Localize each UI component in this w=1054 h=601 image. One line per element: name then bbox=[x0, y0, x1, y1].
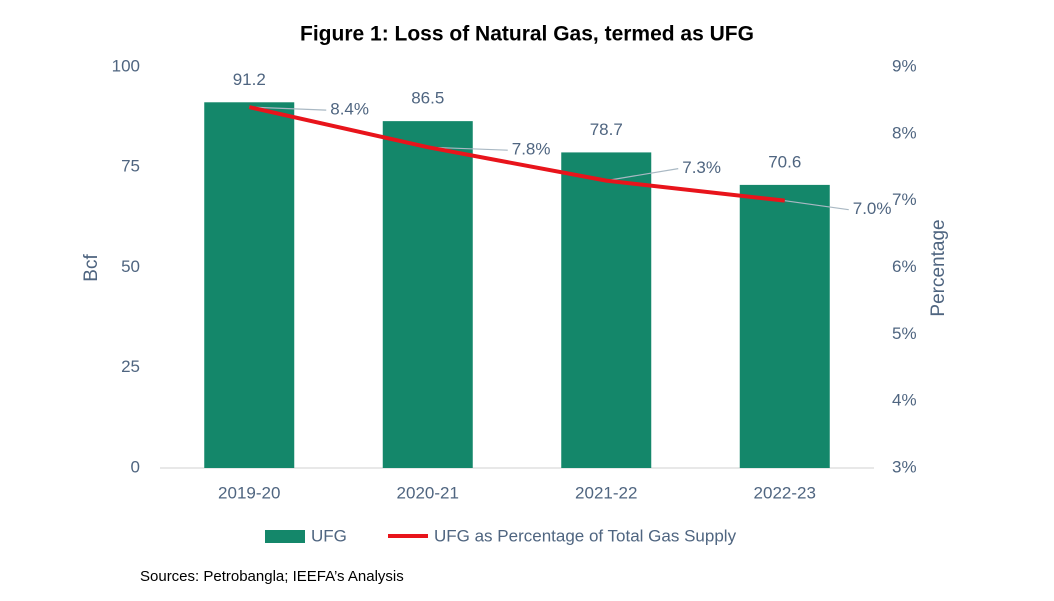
y-tick-label: 0 bbox=[131, 457, 140, 476]
y-tick-label: 25 bbox=[121, 357, 140, 376]
leader-line bbox=[784, 200, 849, 211]
x-tick-label: 2019-20 bbox=[218, 483, 280, 502]
bar-value-label: 70.6 bbox=[768, 152, 801, 171]
legend-swatch bbox=[265, 530, 305, 543]
y2-axis-title: Percentage bbox=[928, 219, 949, 316]
x-tick-label: 2022-23 bbox=[754, 483, 816, 502]
line bbox=[248, 105, 785, 203]
source-note: Sources: Petrobangla; IEEFA’s Analysis bbox=[140, 568, 404, 585]
y2-tick-label: 4% bbox=[892, 391, 917, 410]
leader-line bbox=[249, 106, 327, 111]
y2-tick-label: 6% bbox=[892, 257, 917, 276]
x-tick-label: 2021-22 bbox=[575, 483, 637, 502]
bar bbox=[561, 152, 652, 468]
bar bbox=[739, 184, 830, 469]
y2-tick-label: 8% bbox=[892, 123, 917, 142]
line-value-label: 7.3% bbox=[682, 158, 721, 177]
y-axis-title: Bcf bbox=[81, 254, 102, 282]
y2-tick-label: 7% bbox=[892, 190, 917, 209]
bar bbox=[382, 121, 473, 468]
bar bbox=[204, 102, 295, 469]
chart-title: Figure 1: Loss of Natural Gas, termed as… bbox=[300, 23, 754, 46]
legend-label: UFG as Percentage of Total Gas Supply bbox=[434, 526, 737, 545]
y-tick-label: 75 bbox=[121, 157, 140, 176]
line-value-label: 7.8% bbox=[512, 140, 551, 159]
legend-label: UFG bbox=[311, 526, 347, 545]
y-tick-label: 50 bbox=[121, 257, 140, 276]
line-value-label: 7.0% bbox=[853, 199, 892, 218]
bar-value-label: 86.5 bbox=[411, 89, 444, 108]
x-tick-label: 2020-21 bbox=[397, 483, 459, 502]
bar-value-label: 91.2 bbox=[233, 70, 266, 89]
bar-value-label: 78.7 bbox=[590, 120, 623, 139]
y2-tick-label: 3% bbox=[892, 457, 917, 476]
line-value-label: 8.4% bbox=[330, 100, 369, 119]
leader-line bbox=[606, 168, 679, 182]
y2-tick-label: 5% bbox=[892, 324, 917, 343]
y2-tick-label: 9% bbox=[892, 56, 917, 75]
y-tick-label: 100 bbox=[112, 56, 140, 75]
